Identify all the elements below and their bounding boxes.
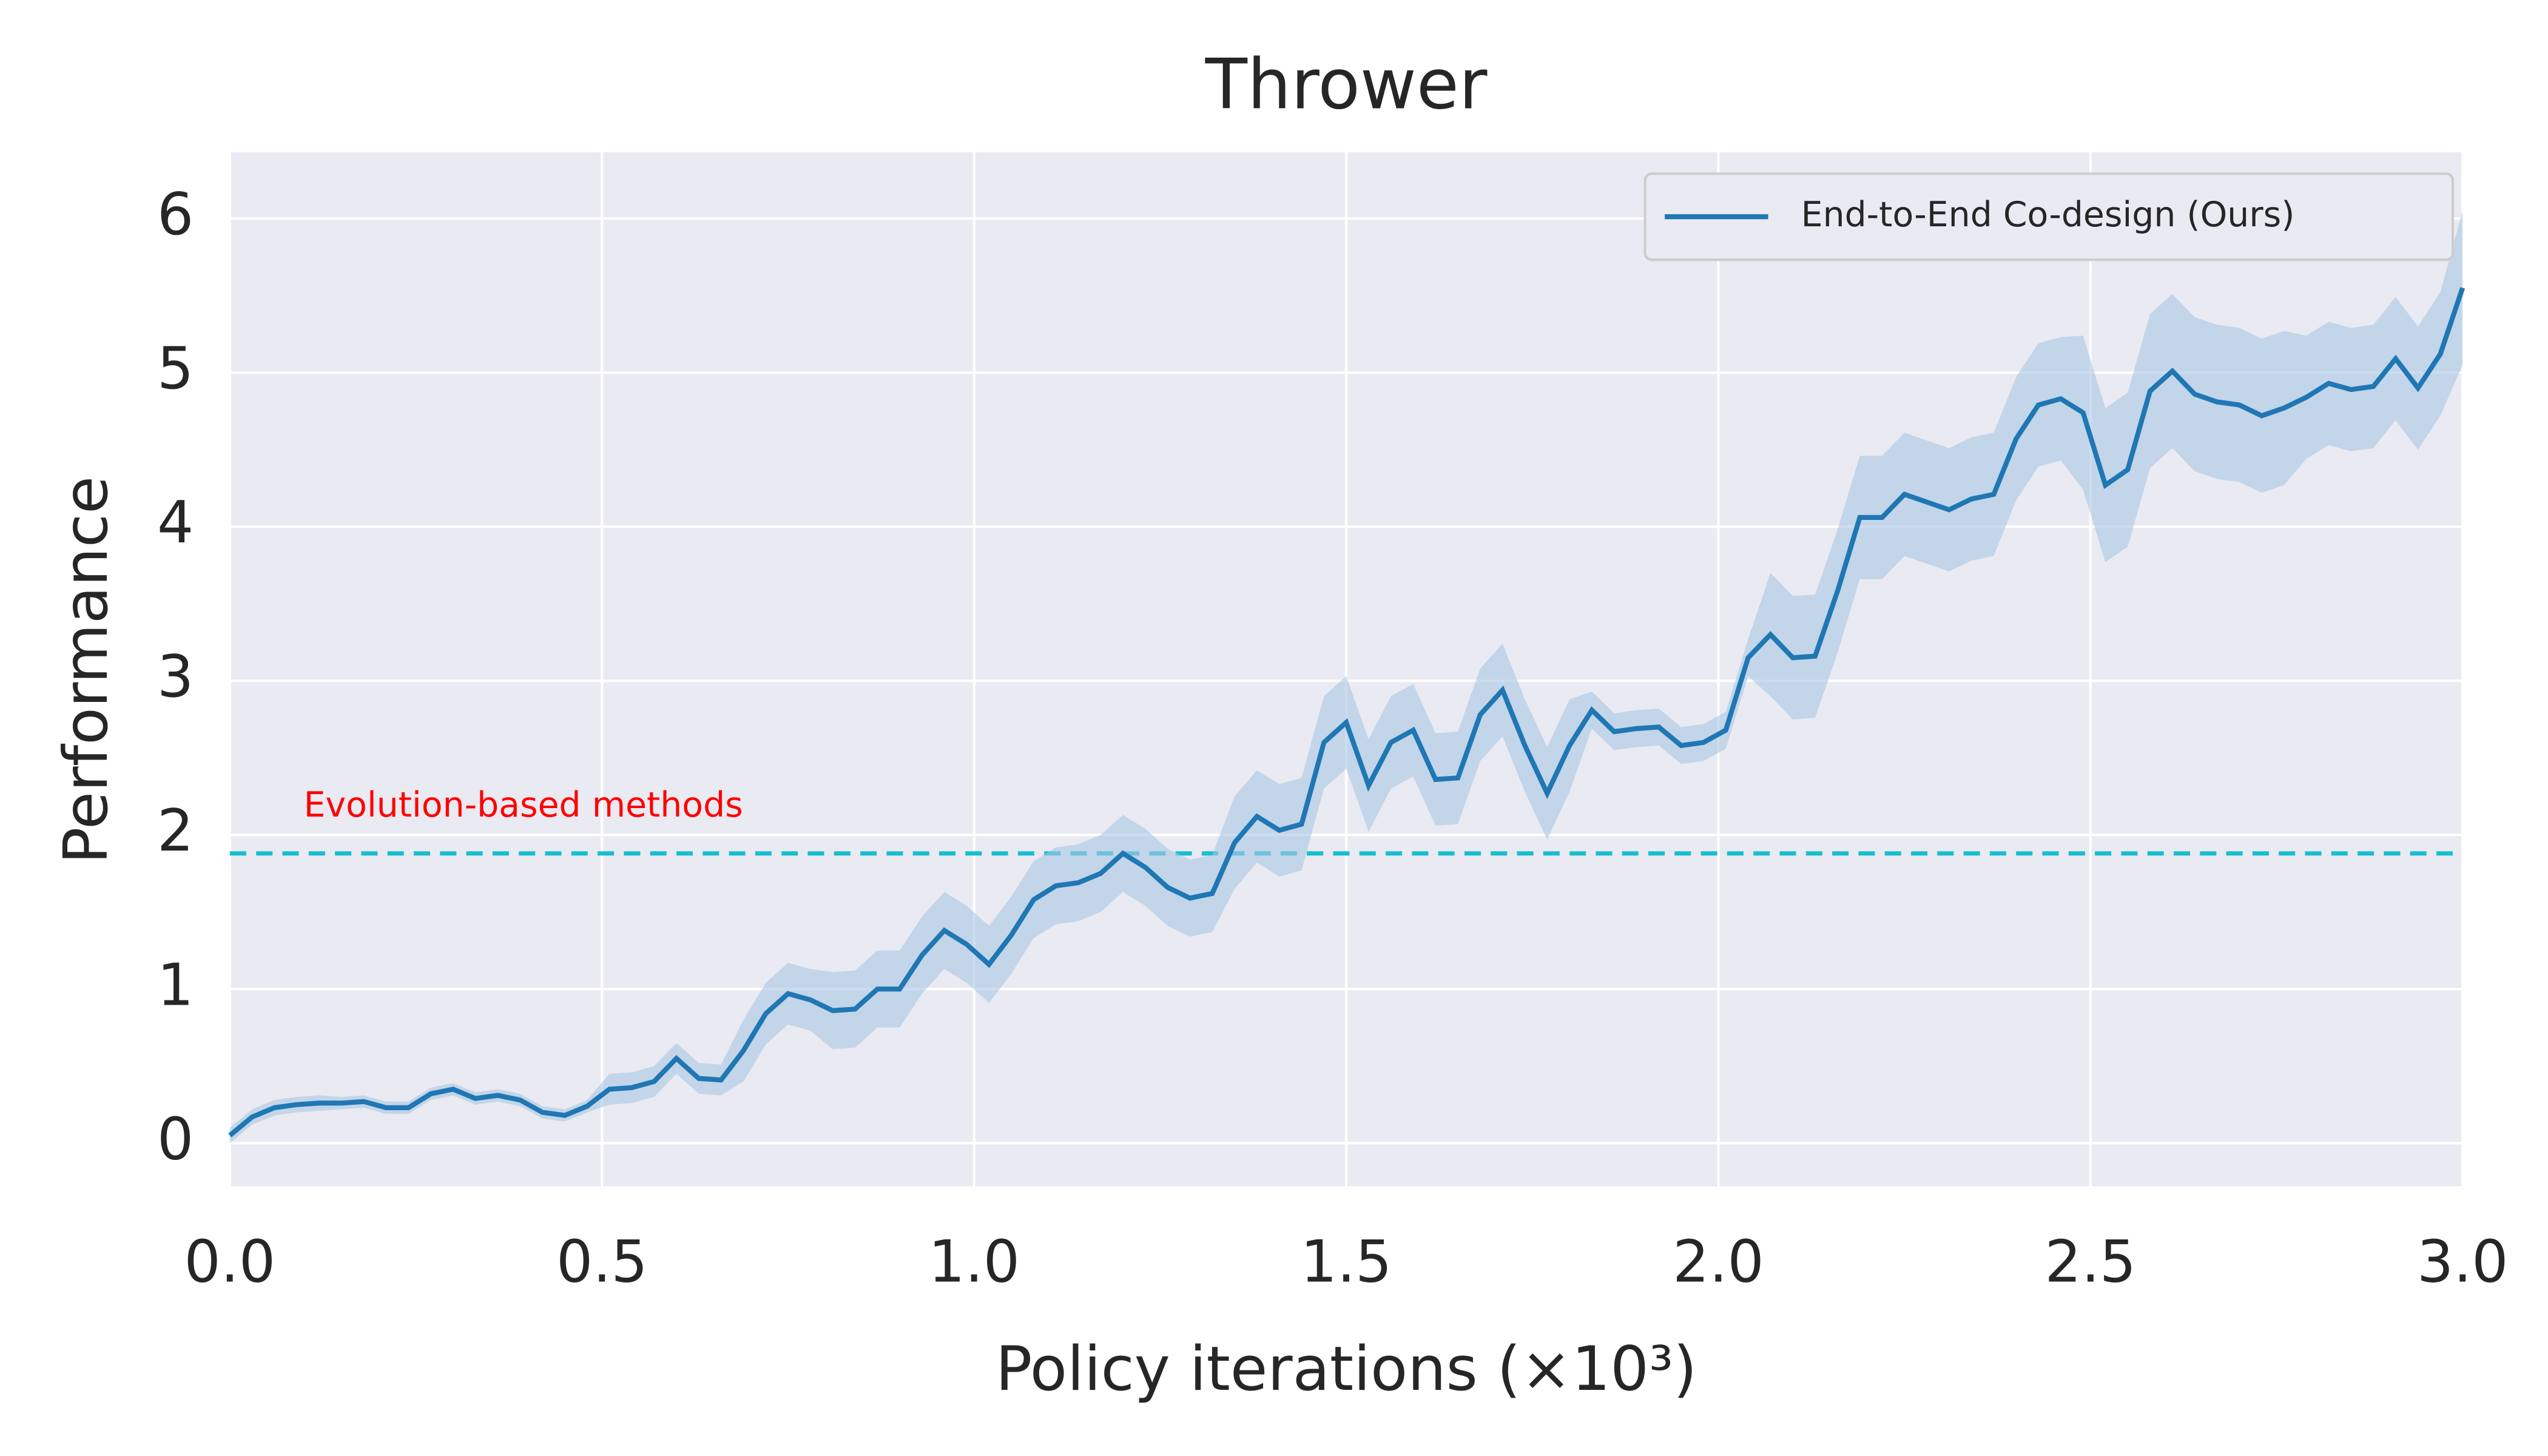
y-tick-label: 1 — [157, 952, 194, 1019]
x-axis-label: Policy iterations (×10³) — [996, 1333, 1697, 1404]
x-tick-label: 0.5 — [556, 1228, 648, 1295]
y-tick-label: 2 — [157, 798, 194, 864]
y-tick-label: 3 — [157, 644, 194, 710]
legend-label: End-to-End Co-design (Ours) — [1801, 195, 2295, 235]
chart-title: Thrower — [1205, 44, 1488, 125]
x-tick-label: 1.5 — [1301, 1228, 1392, 1295]
y-tick-label: 5 — [157, 335, 194, 402]
y-tick-label: 0 — [157, 1106, 194, 1173]
x-tick-label: 1.0 — [928, 1228, 1020, 1295]
confidence-band — [229, 211, 2463, 1144]
y-tick-label: 6 — [157, 181, 194, 248]
x-tick-label: 3.0 — [2417, 1228, 2509, 1295]
x-tick-label: 2.5 — [2045, 1228, 2137, 1295]
data-line — [228, 287, 2465, 1138]
x-tick-label: 0.0 — [184, 1228, 276, 1295]
y-axis-label: Performance — [50, 476, 121, 864]
y-tick-label: 4 — [157, 490, 194, 556]
x-tick-label: 2.0 — [1673, 1228, 1764, 1295]
reference-label: Evolution-based methods — [304, 785, 743, 825]
legend-box — [1643, 172, 2455, 261]
